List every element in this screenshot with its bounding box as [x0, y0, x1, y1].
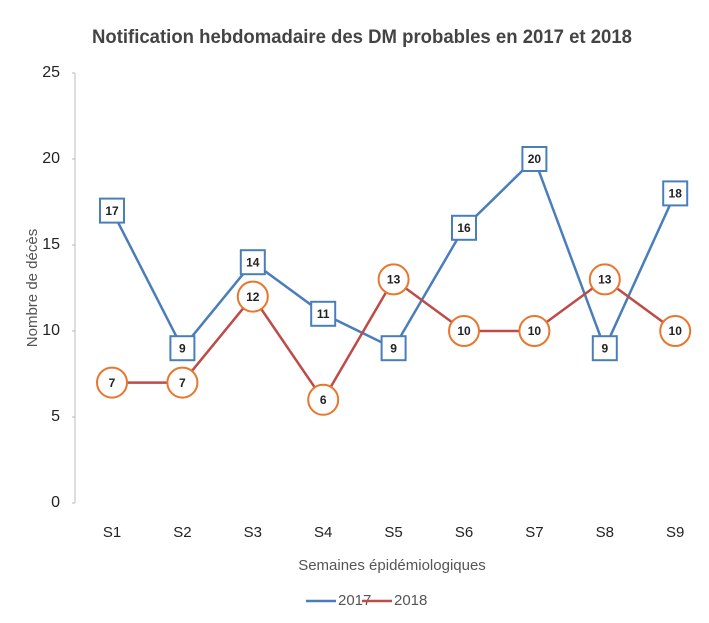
data-label-circle	[518, 315, 551, 347]
x-tick-label: S5	[384, 524, 402, 541]
data-label: 20	[528, 152, 542, 166]
data-label: 10	[669, 324, 683, 338]
data-label-box	[662, 180, 689, 207]
data-label-box	[99, 197, 125, 224]
data-label-circle	[96, 366, 128, 399]
data-label: 12	[246, 290, 260, 304]
x-tick-label: S1	[103, 524, 121, 541]
y-axis-label: Nombre de décès	[24, 229, 41, 347]
data-label: 13	[598, 273, 612, 287]
data-label-box	[239, 249, 266, 276]
x-tick-label: S2	[173, 524, 191, 541]
series-line	[110, 156, 677, 352]
data-label: 17	[105, 204, 119, 218]
x-tick-label: S9	[666, 524, 684, 541]
data-label-box	[310, 300, 337, 327]
data-label: 9	[601, 341, 608, 355]
y-tick-label: 10	[42, 322, 60, 339]
data-label: 18	[669, 187, 683, 201]
data-label-circle	[166, 366, 199, 399]
y-tick-label: 15	[42, 236, 60, 253]
data-label-circle	[659, 315, 692, 347]
data-label-box	[169, 335, 196, 362]
chart-title: Notification hebdomadaire des DM probabl…	[92, 27, 632, 48]
data-label-circle	[307, 383, 340, 416]
data-label-box	[591, 335, 618, 362]
data-label: 10	[528, 324, 542, 338]
y-tick-label: 25	[42, 64, 60, 81]
data-label: 11	[317, 307, 330, 321]
x-axis-label: Semaines épidémiologiques	[298, 557, 486, 574]
data-label-circle	[377, 263, 410, 296]
data-label: 16	[457, 221, 471, 235]
data-label-circle	[236, 280, 269, 313]
data-label-circle	[448, 315, 480, 347]
data-label-box	[451, 214, 477, 241]
data-label: 14	[246, 255, 260, 269]
data-label-box	[380, 335, 407, 362]
x-tick-label: S8	[596, 524, 614, 541]
x-tick-label: S6	[455, 524, 473, 541]
y-tick-label: 0	[51, 494, 60, 511]
data-label: 9	[390, 341, 397, 355]
y-tick-label: 20	[42, 150, 60, 167]
y-tick-label: 5	[51, 408, 60, 425]
legend-label: 2018	[394, 592, 427, 609]
x-tick-label: S4	[314, 524, 332, 541]
data-label-box	[521, 146, 548, 172]
data-label: 7	[179, 376, 186, 390]
x-tick-label: S3	[244, 524, 262, 541]
data-label: 13	[387, 273, 401, 287]
legend-label: 2017	[338, 592, 371, 609]
data-label: 9	[179, 341, 186, 355]
data-label-circle	[588, 263, 621, 296]
data-label: 7	[109, 376, 116, 390]
x-tick-label: S7	[525, 524, 543, 541]
data-label: 6	[320, 393, 327, 407]
data-label: 10	[457, 324, 471, 338]
